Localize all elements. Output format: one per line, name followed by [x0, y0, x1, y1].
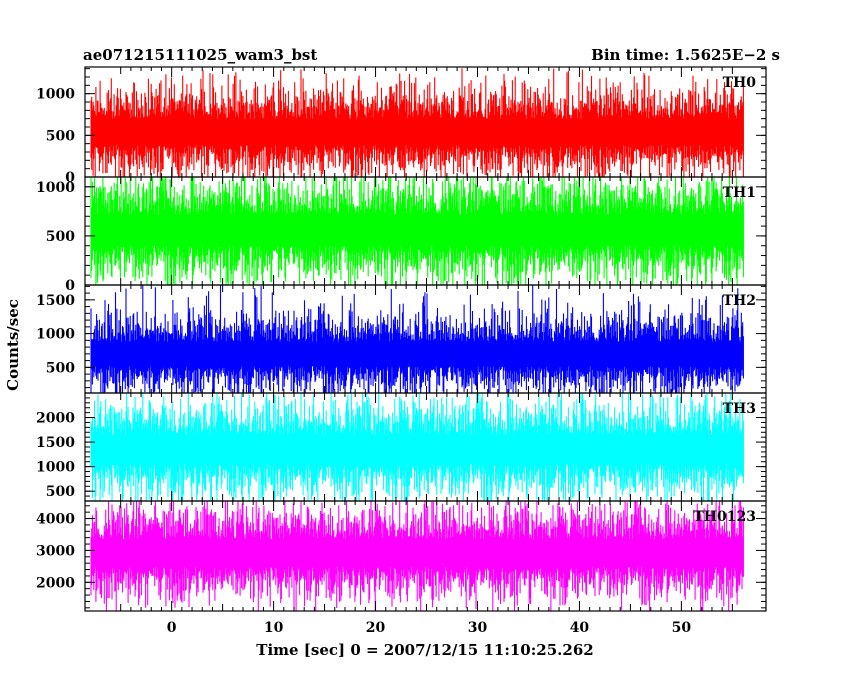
x-tick-label: 10	[264, 620, 284, 636]
series-th3	[90, 393, 744, 501]
y-tick-label: 500	[46, 128, 75, 144]
y-tick-label: 1000	[36, 87, 75, 103]
chart-title-right: Bin time: 1.5625E−2 s	[591, 46, 780, 64]
panel-frame-th0123	[84, 500, 767, 612]
y-tick-label: 500	[46, 229, 75, 245]
series-th2	[90, 285, 744, 393]
y-tick-label: 1000	[36, 327, 75, 343]
y-tick-label: 500	[46, 484, 75, 500]
y-tick-label: 3000	[36, 543, 75, 559]
y-tick-label: 2000	[36, 411, 75, 427]
y-tick-label: 1000	[36, 460, 75, 476]
panel-label-th0123: TH0123	[693, 509, 756, 525]
panel-th1: 0 500 1000 TH1	[36, 176, 767, 294]
x-tick-label: 30	[468, 620, 488, 636]
x-axis-label: Time [sec] 0 = 2007/12/15 11:10:25.262	[256, 641, 593, 659]
panel-label-th0: TH0	[723, 75, 757, 91]
y-tick-label: 4000	[36, 512, 75, 528]
chart-title-left: ae071215111025_wam3_bst	[83, 46, 317, 64]
x-tick-label: 20	[366, 620, 386, 636]
y-tick-label: 1500	[36, 435, 75, 451]
panel-label-th2: TH2	[723, 293, 756, 309]
x-tick-label: 50	[672, 620, 692, 636]
x-axis: 0 10 20 30 40 50	[167, 620, 692, 636]
y-tick-label: 1000	[36, 180, 75, 196]
panel-th0: 0 500 1000 TH0	[36, 66, 767, 186]
series-th0123	[90, 501, 744, 611]
panel-th2: 500 1000 1500 TH2	[36, 284, 767, 394]
x-tick-label: 0	[167, 620, 177, 636]
x-tick-label: 40	[570, 620, 590, 636]
panel-label-th3: TH3	[723, 401, 756, 417]
y-tick-label: 0	[65, 170, 75, 186]
y-tick-label: 500	[46, 360, 75, 376]
series-th1	[90, 177, 744, 285]
panels-group: 0 500 1000 TH0 0 500 1000 TH1 500 1000 1500 TH2 500 1…	[36, 66, 767, 612]
panel-label-th1: TH1	[723, 185, 756, 201]
y-tick-label: 0	[65, 278, 75, 294]
y-tick-label: 2000	[36, 575, 75, 591]
y-tick-label: 1500	[36, 293, 75, 309]
y-axis-label: Counts/sec	[4, 299, 22, 391]
panel-th0123: 2000 3000 4000 TH0123	[36, 500, 767, 612]
panel-th3: 500 1000 1500 2000 TH3	[36, 392, 767, 502]
series-th0	[90, 68, 744, 177]
